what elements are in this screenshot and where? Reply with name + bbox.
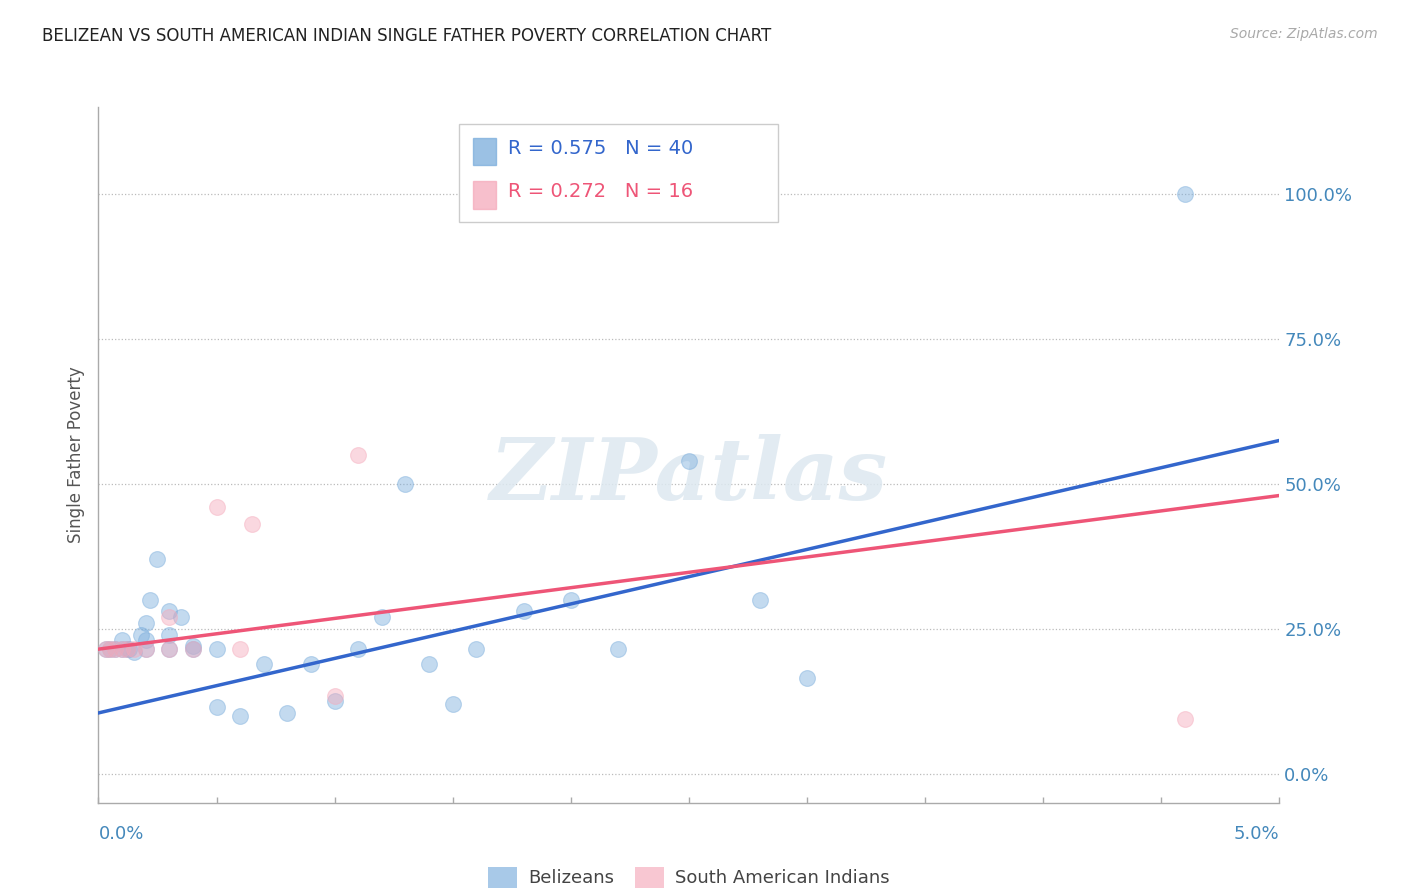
Point: [104, 642, 127, 657]
Point: [157, 642, 180, 657]
Point: [560, 592, 582, 607]
Point: [323, 689, 346, 703]
Point: [135, 642, 157, 657]
Point: [111, 642, 134, 657]
Point: [94, 642, 117, 657]
Point: [115, 642, 138, 657]
Point: [115, 642, 138, 657]
Point: [394, 476, 416, 491]
Point: [94, 642, 117, 657]
Y-axis label: Single Father Poverty: Single Father Poverty: [66, 367, 84, 543]
Point: [111, 633, 134, 648]
Point: [253, 657, 276, 671]
Text: 0.0%: 0.0%: [98, 825, 143, 843]
Point: [512, 605, 534, 619]
Point: [205, 500, 228, 514]
Point: [347, 642, 370, 657]
Point: [607, 642, 630, 657]
Point: [229, 642, 252, 657]
Point: [276, 706, 298, 720]
Point: [129, 628, 152, 642]
Point: [157, 628, 180, 642]
Point: [441, 698, 464, 712]
Point: [229, 708, 252, 723]
Text: R = 0.575   N = 40: R = 0.575 N = 40: [508, 138, 693, 158]
FancyBboxPatch shape: [472, 137, 496, 166]
Point: [157, 642, 180, 657]
Text: Source: ZipAtlas.com: Source: ZipAtlas.com: [1230, 27, 1378, 41]
Point: [122, 645, 145, 659]
Point: [122, 642, 145, 657]
Point: [98, 642, 121, 657]
Point: [98, 642, 121, 657]
FancyBboxPatch shape: [472, 181, 496, 210]
Point: [465, 642, 488, 657]
Point: [205, 700, 228, 714]
Point: [118, 642, 141, 657]
Point: [111, 642, 134, 657]
Point: [1174, 187, 1197, 202]
Point: [135, 633, 157, 648]
Point: [157, 605, 180, 619]
Point: [418, 657, 440, 671]
Point: [240, 517, 263, 532]
Point: [146, 552, 169, 566]
Text: R = 0.272   N = 16: R = 0.272 N = 16: [508, 183, 693, 202]
Point: [181, 642, 204, 657]
Point: [157, 610, 180, 624]
Point: [181, 639, 204, 653]
Point: [748, 592, 770, 607]
Point: [796, 671, 818, 685]
Text: ZIPatlas: ZIPatlas: [489, 434, 889, 517]
Point: [371, 610, 394, 624]
Legend: Belizeans, South American Indians: Belizeans, South American Indians: [488, 867, 890, 888]
Point: [678, 453, 700, 467]
Point: [135, 642, 157, 657]
Point: [170, 610, 193, 624]
Point: [323, 694, 346, 708]
Point: [1174, 712, 1197, 726]
Point: [104, 642, 127, 657]
Point: [181, 642, 204, 657]
Point: [135, 615, 157, 630]
Text: BELIZEAN VS SOUTH AMERICAN INDIAN SINGLE FATHER POVERTY CORRELATION CHART: BELIZEAN VS SOUTH AMERICAN INDIAN SINGLE…: [42, 27, 772, 45]
Point: [139, 592, 162, 607]
Point: [205, 642, 228, 657]
Text: 5.0%: 5.0%: [1234, 825, 1279, 843]
Point: [347, 448, 370, 462]
FancyBboxPatch shape: [458, 124, 778, 222]
Point: [299, 657, 322, 671]
